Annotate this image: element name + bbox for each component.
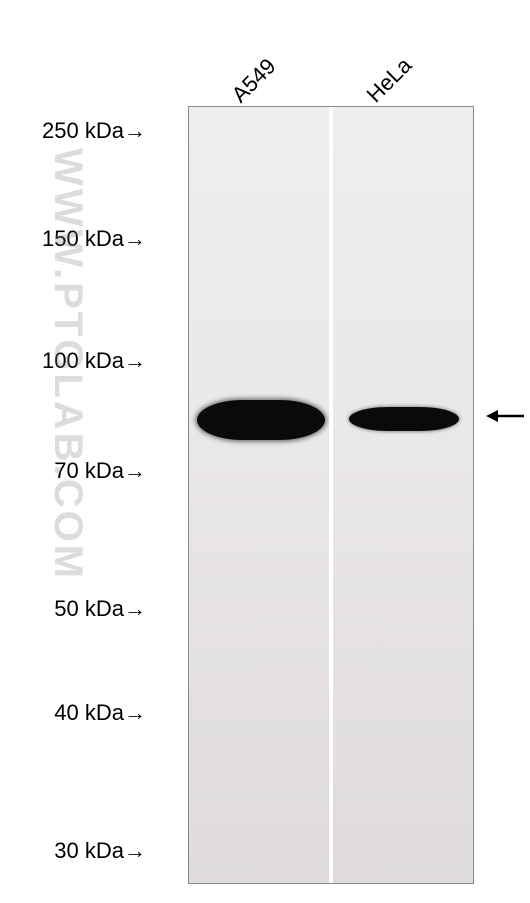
arrow-right-icon: →: [124, 118, 146, 143]
marker-30: 30 kDa→: [6, 838, 146, 864]
band-a549: [197, 400, 325, 440]
arrow-right-icon: →: [124, 226, 146, 251]
arrow-left-icon: [486, 404, 526, 428]
lane-divider: [329, 107, 333, 883]
watermark-text: WWW.PTGLAB.COM: [45, 148, 90, 581]
lane-label-a549: A549: [227, 53, 282, 108]
blot-membrane: [188, 106, 474, 884]
arrow-right-icon: →: [124, 348, 146, 373]
target-arrow-icon: [486, 404, 526, 433]
band-hela: [349, 407, 459, 431]
arrow-right-icon: →: [124, 838, 146, 863]
marker-50: 50 kDa→: [6, 596, 146, 622]
lane-label-hela: HeLa: [362, 52, 418, 108]
marker-text: 250 kDa: [42, 118, 124, 143]
arrow-right-icon: →: [124, 596, 146, 621]
marker-text: 30 kDa: [54, 838, 124, 863]
blot-background: [189, 107, 473, 883]
marker-text: 50 kDa: [54, 596, 124, 621]
marker-40: 40 kDa→: [6, 700, 146, 726]
marker-250: 250 kDa→: [6, 118, 146, 144]
arrow-right-icon: →: [124, 700, 146, 725]
arrow-right-icon: →: [124, 458, 146, 483]
marker-text: 40 kDa: [54, 700, 124, 725]
